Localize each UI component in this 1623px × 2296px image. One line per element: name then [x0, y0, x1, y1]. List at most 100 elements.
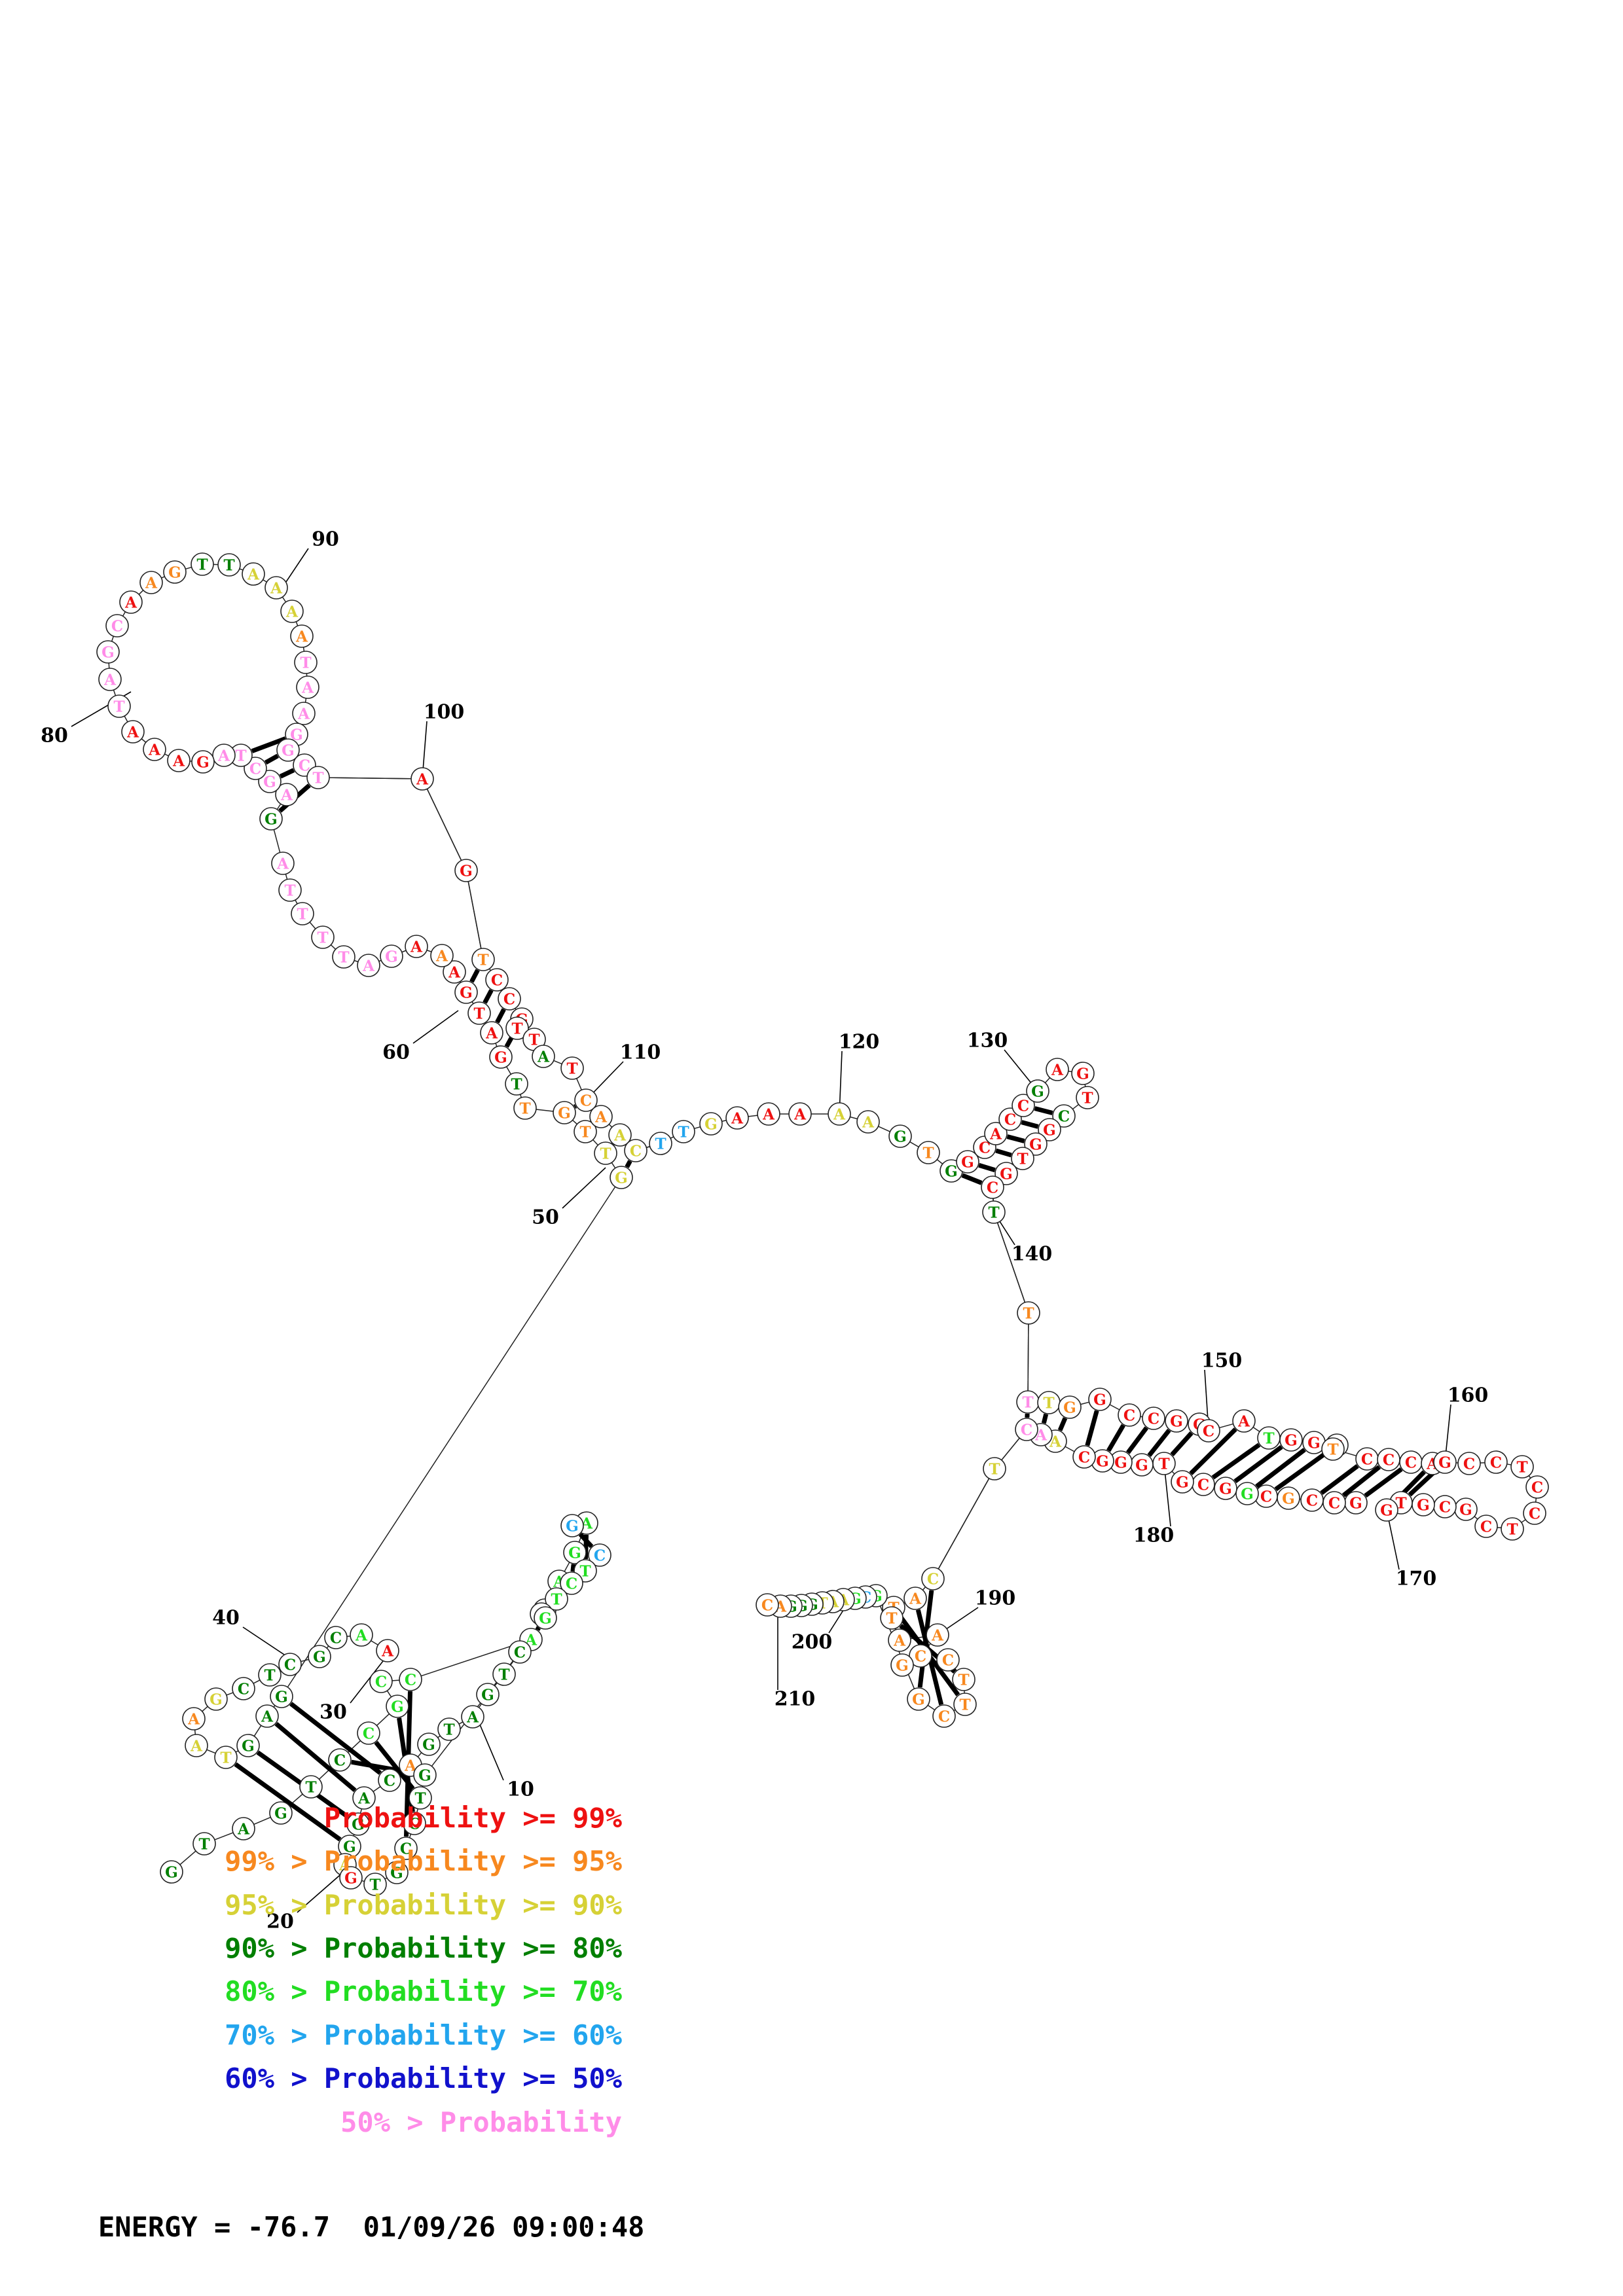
base-node[interactable]: C: [394, 1837, 418, 1860]
base-node[interactable]: C: [588, 1543, 611, 1567]
base-node[interactable]: T: [258, 1663, 282, 1687]
base-node[interactable]: G: [553, 1101, 576, 1124]
base-node[interactable]: T: [513, 1096, 537, 1120]
base-node[interactable]: G: [534, 1606, 557, 1630]
base-node[interactable]: A: [856, 1110, 880, 1134]
base-node[interactable]: G: [699, 1112, 723, 1136]
base-node[interactable]: T: [1011, 1147, 1034, 1170]
base-node[interactable]: T: [505, 1072, 528, 1096]
base-node[interactable]: C: [1355, 1447, 1379, 1471]
base-node[interactable]: T: [574, 1120, 597, 1143]
base-node[interactable]: G: [1277, 1486, 1300, 1510]
base-node[interactable]: G: [1433, 1450, 1457, 1474]
base-node[interactable]: A: [357, 954, 380, 977]
base-node[interactable]: A: [139, 571, 163, 594]
base-node[interactable]: T: [332, 945, 356, 969]
base-node[interactable]: T: [192, 1832, 216, 1856]
base-node[interactable]: C: [1052, 1104, 1076, 1128]
base-node[interactable]: A: [926, 1623, 949, 1647]
base-node[interactable]: A: [1046, 1058, 1069, 1081]
base-node[interactable]: G: [191, 750, 215, 774]
base-node[interactable]: C: [1012, 1094, 1035, 1117]
base-node[interactable]: T: [1076, 1086, 1099, 1109]
base-node[interactable]: A: [275, 783, 299, 806]
base-node[interactable]: A: [757, 1102, 780, 1126]
base-node[interactable]: G: [1026, 1079, 1049, 1103]
base-node[interactable]: T: [1501, 1517, 1524, 1541]
base-node[interactable]: T: [217, 553, 241, 577]
base-node[interactable]: C: [1254, 1484, 1278, 1508]
base-node[interactable]: T: [471, 948, 495, 971]
base-node[interactable]: G: [1088, 1388, 1112, 1411]
base-node[interactable]: C: [1142, 1407, 1165, 1430]
base-node[interactable]: G: [1038, 1118, 1061, 1141]
base-node[interactable]: A: [405, 935, 428, 958]
base-node[interactable]: G: [1058, 1395, 1082, 1419]
base-node[interactable]: G: [160, 1860, 183, 1884]
base-node[interactable]: C: [1192, 1473, 1215, 1496]
base-node[interactable]: T: [953, 1693, 977, 1716]
base-node[interactable]: G: [1165, 1409, 1188, 1433]
base-node[interactable]: T: [505, 1016, 529, 1040]
base-node[interactable]: G: [1091, 1449, 1114, 1473]
base-node[interactable]: G: [163, 560, 187, 584]
base-node[interactable]: G: [259, 807, 283, 831]
base-node[interactable]: T: [467, 1001, 491, 1025]
base-node[interactable]: G: [489, 1045, 513, 1069]
base-node[interactable]: C: [921, 1567, 945, 1590]
base-node[interactable]: G: [610, 1166, 633, 1189]
base-node[interactable]: T: [560, 1056, 584, 1080]
base-node[interactable]: A: [212, 744, 236, 767]
base-node[interactable]: A: [461, 1705, 484, 1729]
base-node[interactable]: G: [560, 1514, 584, 1537]
base-node[interactable]: C: [498, 987, 521, 1011]
base-node[interactable]: A: [98, 668, 122, 691]
base-node[interactable]: G: [476, 1683, 500, 1706]
base-node[interactable]: G: [236, 1734, 260, 1757]
base-node[interactable]: T: [191, 552, 214, 576]
base-node[interactable]: A: [119, 590, 143, 614]
base-node[interactable]: A: [903, 1587, 927, 1610]
base-node[interactable]: C: [324, 1626, 348, 1649]
base-node[interactable]: C: [1474, 1515, 1498, 1538]
base-node[interactable]: C: [1525, 1475, 1549, 1499]
base-node[interactable]: G: [890, 1653, 914, 1677]
base-node[interactable]: A: [167, 749, 191, 772]
base-node[interactable]: A: [352, 1786, 376, 1810]
base-node[interactable]: G: [1171, 1470, 1194, 1494]
base-node[interactable]: G: [1302, 1431, 1326, 1454]
base-node[interactable]: T: [299, 1775, 323, 1799]
base-node[interactable]: C: [378, 1768, 401, 1792]
base-node[interactable]: A: [280, 600, 304, 623]
base-node[interactable]: T: [294, 651, 318, 674]
base-node[interactable]: G: [1412, 1493, 1435, 1516]
base-node[interactable]: T: [649, 1132, 672, 1155]
base-node[interactable]: G: [1071, 1062, 1095, 1085]
base-node[interactable]: C: [1072, 1445, 1096, 1469]
base-node[interactable]: T: [306, 766, 330, 789]
base-node[interactable]: A: [292, 702, 316, 725]
base-node[interactable]: G: [1454, 1498, 1478, 1521]
base-node[interactable]: A: [1232, 1409, 1256, 1433]
base-node[interactable]: G: [907, 1687, 930, 1711]
base-node[interactable]: G: [1279, 1428, 1303, 1452]
base-node[interactable]: G: [386, 1695, 409, 1718]
base-node[interactable]: C: [909, 1644, 932, 1668]
base-node[interactable]: C: [756, 1593, 779, 1617]
base-node[interactable]: G: [1344, 1491, 1368, 1515]
base-node[interactable]: A: [984, 1122, 1008, 1145]
base-node[interactable]: G: [1375, 1498, 1398, 1522]
base-node[interactable]: C: [624, 1139, 647, 1162]
base-node[interactable]: T: [492, 1662, 516, 1686]
base-node[interactable]: G: [563, 1541, 587, 1564]
base-node[interactable]: A: [589, 1105, 613, 1128]
base-node[interactable]: G: [270, 1685, 293, 1708]
base-node[interactable]: T: [952, 1668, 976, 1691]
base-node[interactable]: C: [574, 1088, 598, 1112]
base-node[interactable]: T: [278, 878, 302, 902]
base-node[interactable]: T: [982, 1200, 1006, 1224]
base-node[interactable]: G: [1235, 1482, 1259, 1505]
base-node[interactable]: G: [269, 1801, 293, 1825]
base-node[interactable]: C: [357, 1721, 380, 1745]
base-node[interactable]: A: [725, 1106, 749, 1130]
